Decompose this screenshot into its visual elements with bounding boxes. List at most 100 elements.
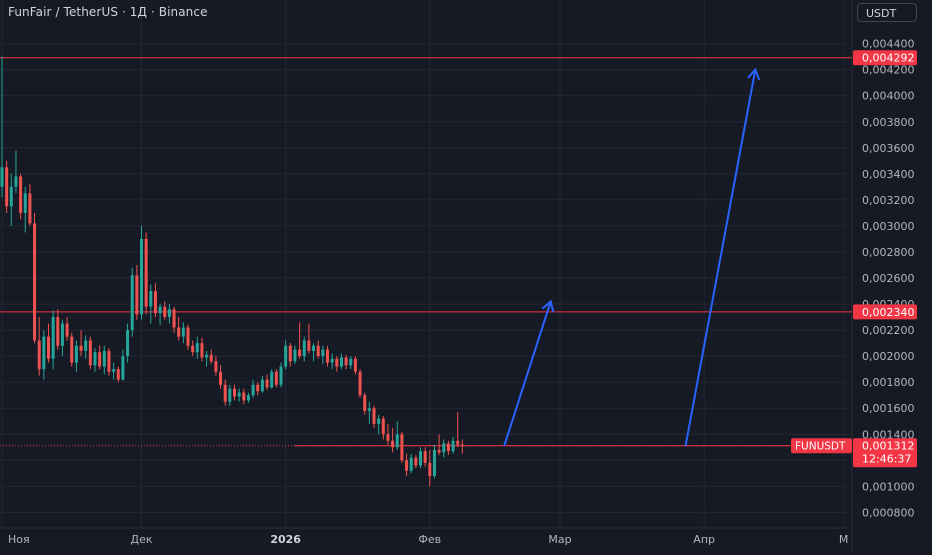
candle-body (237, 392, 241, 397)
candle-body (19, 176, 23, 213)
y-tick-label: 0,004000 (862, 90, 915, 103)
candle-body (419, 451, 422, 466)
y-tick-label: 0,003000 (862, 220, 915, 233)
candle-body (363, 395, 367, 411)
candle-body (60, 323, 64, 346)
candle-body (381, 418, 385, 435)
candle-body (353, 358, 357, 372)
candle-body (293, 349, 297, 362)
candle-body (181, 327, 185, 337)
candle-body (242, 392, 246, 401)
candle-body (428, 462, 432, 476)
candle-body (265, 379, 269, 388)
candle-body (251, 384, 255, 396)
candle-body (149, 291, 153, 307)
candle-body (409, 457, 413, 471)
candle-body (228, 388, 232, 402)
candle-body (386, 434, 390, 441)
candle-body (98, 352, 102, 367)
candle-body (442, 443, 446, 453)
x-tick-label: М (839, 533, 849, 546)
candle-body (446, 443, 450, 452)
y-tick-label: 0,003400 (862, 168, 915, 181)
candle-body (349, 358, 353, 366)
candle-body (79, 345, 83, 351)
candle-body (167, 309, 171, 318)
symbol-tag (791, 438, 852, 454)
candle-body (256, 384, 260, 392)
candle-body (288, 345, 292, 362)
candle-body (47, 336, 50, 359)
y-tick-label: 0,002000 (862, 350, 915, 363)
y-tick-label: 0,001600 (862, 402, 915, 415)
candle-body (195, 343, 199, 353)
arrow-shaft[interactable] (503, 301, 552, 447)
candle-body (9, 186, 13, 207)
candle-body (358, 371, 362, 396)
candle-body (65, 323, 69, 337)
candle-body (321, 349, 325, 357)
currency-button[interactable]: USDT (857, 3, 917, 22)
candle-body (93, 352, 97, 366)
candle-body (42, 336, 46, 370)
grid-layer (0, 0, 852, 528)
candle-body (116, 369, 120, 380)
candle-body (451, 440, 455, 452)
candle-body (377, 418, 381, 424)
candle-body (274, 371, 278, 385)
candle-body (74, 345, 78, 363)
candle-body (326, 349, 329, 363)
candle-body (437, 449, 441, 453)
candle-body (135, 275, 139, 315)
candle-body (84, 340, 88, 351)
candle-body (140, 238, 143, 315)
candle-body (214, 361, 218, 372)
symbol-tag-label: FUNUSDT (795, 441, 846, 453)
candle-body (219, 371, 223, 385)
candle-body (316, 345, 320, 357)
arrow-shaft[interactable] (684, 69, 757, 447)
candle-body (372, 408, 376, 424)
x-tick-label: Ноя (8, 533, 30, 546)
candle-body (400, 434, 404, 461)
candle-body (223, 384, 227, 402)
price-line-tag-label: 0,002340 (862, 306, 915, 319)
candle-body (423, 451, 427, 463)
candle-body (107, 350, 111, 372)
candle-body (270, 371, 274, 388)
arrows-layer (503, 67, 761, 447)
y-tick-label: 0,003200 (862, 194, 915, 207)
arrow-head (747, 67, 761, 81)
candle-body (298, 349, 302, 357)
x-tick-label: 2026 (270, 533, 301, 546)
candle-body (163, 306, 167, 318)
candle-body (144, 238, 148, 307)
y-tick-label: 0,004400 (862, 38, 915, 51)
y-tick-label: 0,001400 (862, 428, 915, 441)
candle-body (335, 358, 339, 367)
y-tick-label: 0,004200 (862, 64, 915, 77)
candle-body (28, 193, 32, 224)
candle-body (14, 176, 18, 187)
candle-body (5, 167, 9, 207)
candle-body (33, 223, 37, 341)
candle-body (432, 449, 436, 476)
candle-body (312, 345, 316, 351)
x-tick-label: Мар (548, 533, 571, 546)
candle-body (307, 340, 311, 351)
y-tick-label: 0,003800 (862, 116, 915, 129)
candle-body (51, 317, 55, 359)
candle-body (191, 345, 195, 353)
candle-body (88, 340, 92, 366)
candle-body (367, 408, 371, 411)
candle-body (153, 291, 157, 314)
candle-body (200, 343, 204, 358)
y-tick-label: 0,003600 (862, 142, 915, 155)
y-tick-label: 0,001000 (862, 480, 915, 493)
candle-body (70, 336, 74, 363)
candle-body (339, 357, 343, 367)
candle-body (112, 369, 116, 372)
price-line-tag (853, 304, 917, 320)
